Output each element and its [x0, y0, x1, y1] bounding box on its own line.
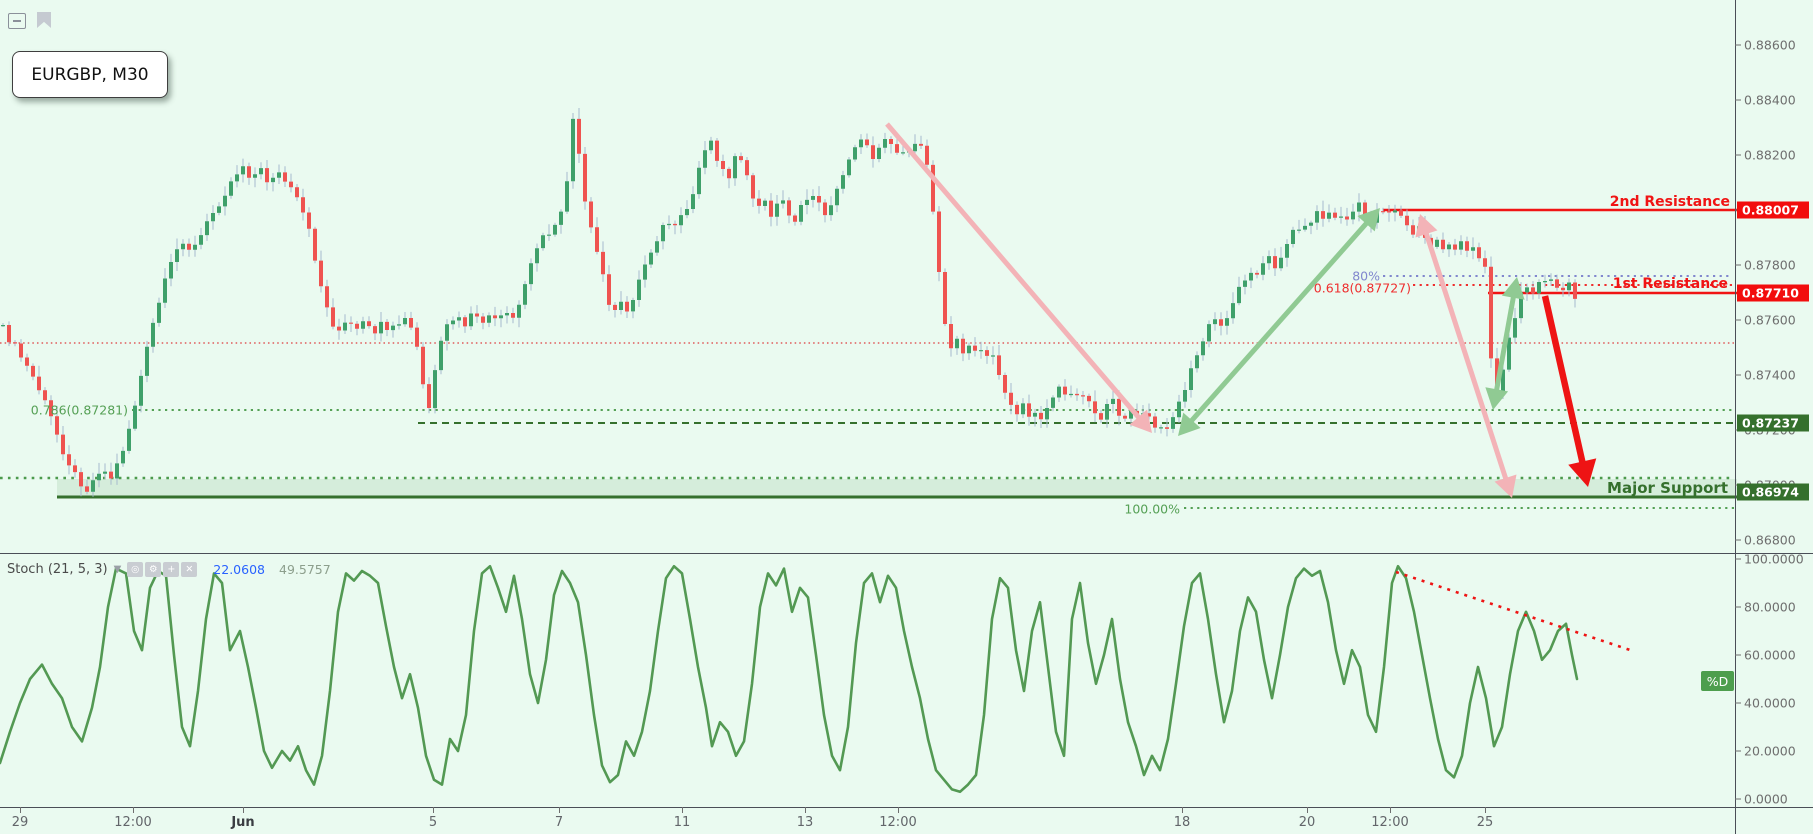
time-tick-label: 11	[673, 815, 691, 830]
time-tick-label: 5	[428, 815, 438, 830]
price-tick-label: 0.88400	[1744, 92, 1796, 108]
time-tick-label: 18	[1173, 815, 1191, 830]
time-tick-label: 7	[554, 815, 564, 830]
stoch-k-value: 22.0608	[213, 561, 265, 577]
retest-bounce-arrow-head[interactable]	[1485, 387, 1509, 410]
time-tick-label: 29	[11, 815, 29, 830]
time-tick-label: 13	[796, 815, 814, 830]
collapse-icon[interactable]	[8, 13, 26, 29]
rally-up-arrow-head[interactable]	[1357, 208, 1380, 232]
stoch-tick-label: 0.0000	[1744, 791, 1788, 807]
fib-0786-label[interactable]: 0.786(0.87281)	[30, 402, 128, 418]
candle-wicks	[2, 108, 1576, 497]
time-tick-label: 12:00	[879, 815, 917, 830]
projection-down-arrow[interactable]	[1422, 229, 1510, 483]
sell-signal-arrow-head[interactable]	[1568, 458, 1597, 487]
major-support-zone[interactable]	[57, 479, 1737, 496]
stoch-button-group: ◎ ⚙ + ✕	[125, 561, 198, 577]
projection-down-arrow-head[interactable]	[1494, 474, 1517, 498]
price-tag[interactable]: 0.86974	[1737, 483, 1809, 501]
impulse-down-arrow[interactable]	[885, 122, 1143, 422]
rally-up-arrow-head[interactable]	[1178, 412, 1201, 436]
sell-signal-arrow[interactable]	[1541, 295, 1587, 468]
fib-0618-label[interactable]: 0.618(0.87727)	[1313, 280, 1411, 296]
stoch-tick-label: 80.0000	[1744, 599, 1796, 615]
chevron-down-icon[interactable]: ▼	[113, 563, 122, 575]
rally-up-arrow[interactable]	[1187, 218, 1371, 426]
stoch-tick-label: 100.0000	[1744, 551, 1804, 567]
price-tick-label: 0.88600	[1744, 37, 1796, 53]
impulse-down-arrow-head[interactable]	[1129, 409, 1152, 433]
stoch-indicator-title[interactable]: Stoch (21, 5, 3)	[7, 561, 108, 577]
price-tick-label: 0.86800	[1744, 532, 1796, 548]
time-tick-label: 25	[1476, 815, 1494, 830]
projection-down-arrow-head[interactable]	[1415, 214, 1438, 238]
retest-bounce-arrow[interactable]	[1493, 293, 1517, 394]
fib-80pct-label[interactable]: 80%	[1352, 268, 1380, 284]
time-tick-label: Jun	[231, 815, 255, 830]
retest-bounce-arrow-head[interactable]	[1501, 277, 1525, 300]
stoch-d-line	[0, 564, 1579, 794]
add-icon[interactable]: +	[163, 561, 180, 577]
price-tick-label: 0.87800	[1744, 257, 1796, 273]
price-tag[interactable]: 0.87710	[1737, 284, 1809, 302]
time-tick-label: 12:00	[1371, 815, 1409, 830]
stoch-tick-label: 60.0000	[1744, 647, 1796, 663]
time-tick-label: 12:00	[114, 815, 152, 830]
stoch-d-axis-tag: %D	[1701, 671, 1734, 691]
stoch-divergence-line[interactable]	[1395, 570, 1631, 652]
time-tick-label: 20	[1298, 815, 1316, 830]
stoch-d-value: 49.5757	[279, 561, 331, 577]
stoch-tick-label: 40.0000	[1744, 695, 1796, 711]
resistance-2-label[interactable]: 2nd Resistance	[1609, 194, 1730, 210]
flag-symbol-icon[interactable]	[37, 12, 51, 28]
symbol-badge-label: EURGBP, M30	[31, 64, 149, 85]
price-tag[interactable]: 0.88007	[1737, 201, 1809, 219]
stoch-indicator-header: Stoch (21, 5, 3) ▼ ◎ ⚙ + ✕ 22.0608 49.5757	[7, 560, 331, 578]
fib-100pct-label[interactable]: 100.00%	[1124, 501, 1180, 517]
stoch-tick-label: 20.0000	[1744, 743, 1796, 759]
resistance-1-label[interactable]: 1st Resistance	[1612, 276, 1728, 292]
price-tick-label: 0.87600	[1744, 312, 1796, 328]
delete-icon[interactable]: ✕	[181, 561, 198, 577]
symbol-badge: EURGBP, M30	[12, 51, 168, 98]
price-tick-label: 0.87400	[1744, 367, 1796, 383]
candles-up	[1, 118, 1571, 492]
price-tag[interactable]: 0.87237	[1737, 414, 1809, 432]
price-tick-label: 0.88200	[1744, 147, 1796, 163]
settings-icon[interactable]: ⚙	[145, 561, 162, 577]
major-support-label[interactable]: Major Support	[1607, 479, 1728, 497]
hide-icon[interactable]: ◎	[127, 561, 144, 577]
